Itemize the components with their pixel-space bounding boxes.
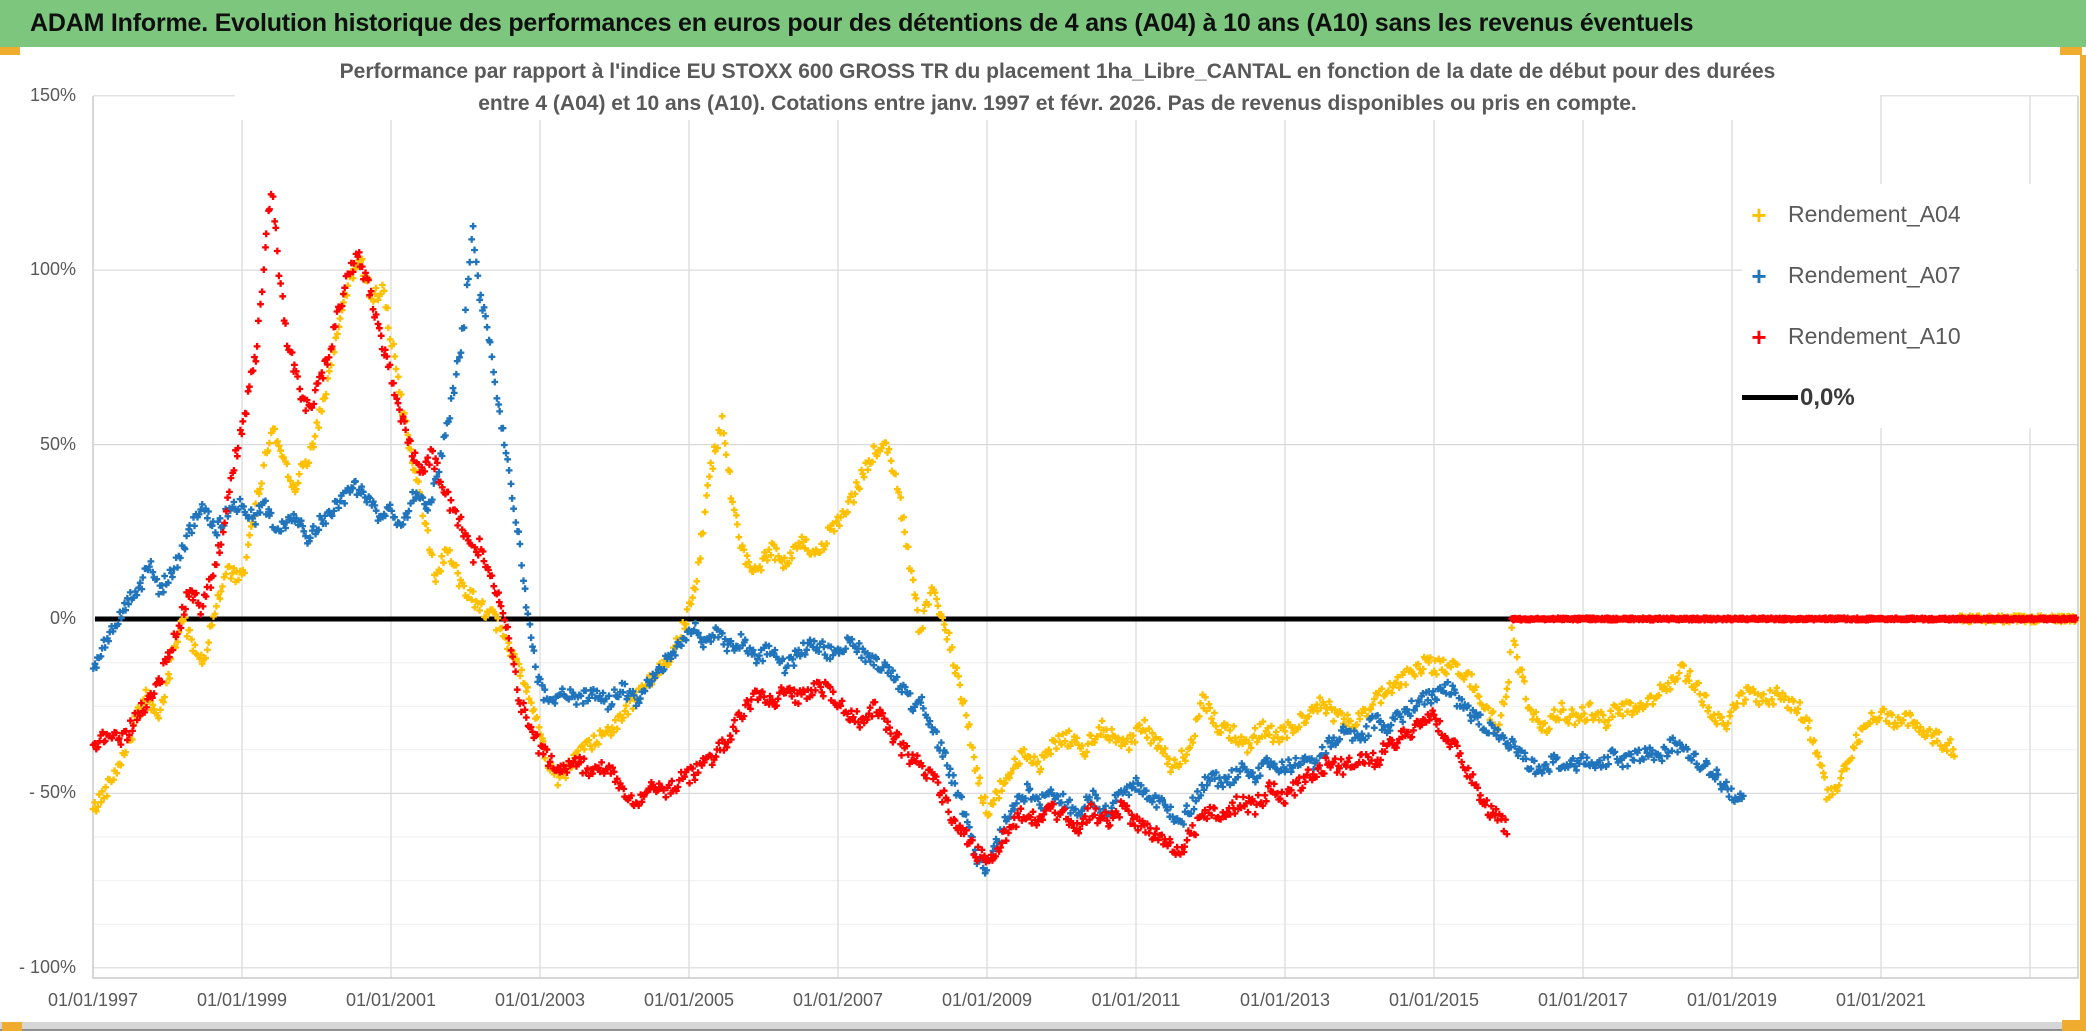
orange-corner-accent-top-right: [2060, 47, 2082, 55]
x-axis-tick-label: 01/01/2007: [792, 990, 884, 1010]
legend-item-rendement-a07[interactable]: + Rendement_A07: [1742, 245, 2076, 306]
chart-title-line2: entre 4 (A04) et 10 ans (A10). Cotations…: [478, 92, 1637, 115]
legend-label: Rendement_A07: [1788, 262, 1961, 288]
legend-item-zero-line[interactable]: 0,0%: [1742, 367, 2076, 428]
y-axis-tick-label: 0%: [49, 608, 76, 628]
x-axis-tick-label: 01/01/2019: [1686, 990, 1778, 1010]
orange-edge-accent-right: [2080, 55, 2086, 1022]
y-axis-tick-label: 50%: [39, 433, 76, 454]
legend-label: 0,0%: [1800, 383, 1855, 411]
plus-marker-icon: +: [1751, 199, 1767, 230]
legend-label: Rendement_A04: [1788, 201, 1961, 227]
x-axis-tick-label: 01/01/2005: [643, 990, 735, 1010]
legend-item-rendement-a04[interactable]: + Rendement_A04: [1742, 184, 2076, 245]
x-axis-tick-label: 01/01/1997: [47, 990, 139, 1010]
legend-label: Rendement_A10: [1788, 323, 1961, 349]
x-axis-tick-label: 01/01/2013: [1239, 990, 1331, 1010]
chart-title: Performance par rapport à l'indice EU ST…: [235, 56, 1880, 120]
x-axis-tick-label: 01/01/2021: [1835, 990, 1927, 1010]
y-axis-tick-label: 150%: [29, 84, 76, 105]
x-axis-tick-label: 01/01/2003: [494, 990, 586, 1010]
sheet-title-bar: ADAM Informe. Evolution historique des p…: [0, 0, 2086, 47]
bottom-scroll-bar[interactable]: [0, 1022, 2086, 1031]
legend-item-rendement-a10[interactable]: + Rendement_A10: [1742, 306, 2076, 367]
y-axis-tick-label: 100%: [29, 259, 76, 280]
black-line-icon: [1742, 395, 1798, 400]
sheet-title-text: ADAM Informe. Evolution historique des p…: [30, 9, 1694, 37]
chart-legend[interactable]: + Rendement_A04 + Rendement_A07 + Rendem…: [1742, 184, 2076, 428]
x-axis-tick-label: 01/01/2015: [1388, 990, 1480, 1010]
x-axis-tick-label: 01/01/2009: [941, 990, 1033, 1010]
x-axis-tick-label: 01/01/1999: [196, 990, 288, 1010]
orange-corner-accent-bottom-right: [2062, 1020, 2086, 1031]
orange-corner-accent-top-left: [0, 47, 20, 55]
x-axis-tick-label: 01/01/2011: [1091, 990, 1181, 1010]
titlebar-gap: [0, 47, 2086, 55]
plus-marker-icon: +: [1751, 321, 1767, 352]
x-axis-tick-label: 01/01/2017: [1537, 990, 1629, 1010]
x-axis-tick-label: 01/01/2001: [345, 990, 437, 1010]
chart-title-line1: Performance par rapport à l'indice EU ST…: [339, 60, 1776, 83]
y-axis-tick-label: - 50%: [28, 782, 76, 803]
plus-marker-icon: +: [1751, 260, 1767, 291]
orange-corner-accent-bottom-left: [2, 1022, 22, 1031]
y-axis-tick-label: - 100%: [18, 956, 76, 977]
